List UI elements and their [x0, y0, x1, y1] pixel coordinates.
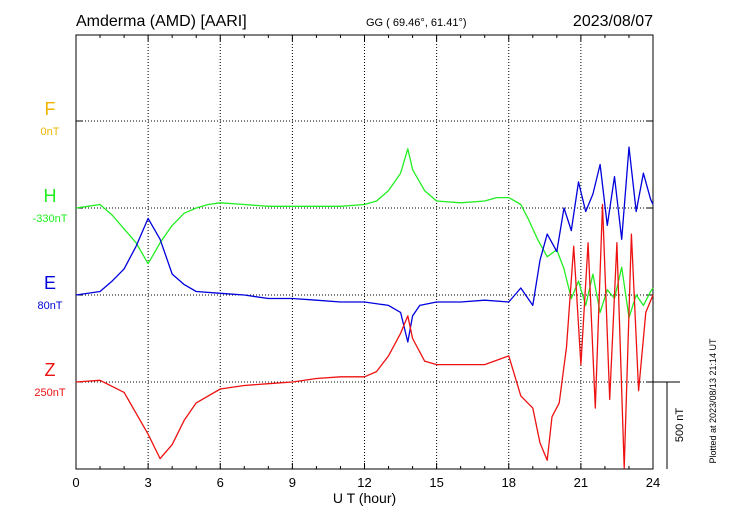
x-tick-label: 24 — [646, 475, 660, 490]
series-baseline-H: -330nT — [33, 213, 68, 225]
series-name-Z: Z — [45, 360, 56, 380]
series-line-Z — [75, 203, 654, 469]
series-baseline-E: 80nT — [37, 300, 62, 312]
scale-bar: 500 nT — [653, 381, 686, 469]
x-tick-label: 21 — [574, 475, 588, 490]
series-line-H — [75, 148, 654, 319]
scale-bar-label: 500 nT — [674, 408, 686, 443]
station-title: Amderma (AMD) [AARI] — [76, 13, 247, 30]
series-baseline-F: 0nT — [41, 126, 60, 138]
series-lines — [75, 146, 654, 469]
series-labels: F 0nT H -330nT E 80nT Z 250nT — [33, 99, 68, 399]
x-axis-label: U T (hour) — [333, 490, 396, 506]
axis-ticks — [75, 34, 654, 470]
series-name-H: H — [44, 186, 57, 206]
series-baseline-Z: 250nT — [34, 387, 65, 399]
date-label: 2023/08/07 — [573, 13, 653, 30]
x-tick-labels: 0 3 6 9 12 15 18 21 24 — [72, 475, 660, 490]
series-line-E — [75, 146, 654, 343]
x-tick-label: 6 — [217, 475, 224, 490]
x-tick-label: 18 — [502, 475, 516, 490]
series-name-E: E — [44, 273, 56, 293]
series-name-F: F — [45, 99, 56, 119]
x-tick-label: 12 — [357, 475, 371, 490]
x-tick-label: 9 — [289, 475, 296, 490]
x-tick-label: 3 — [145, 475, 152, 490]
x-tick-label: 15 — [429, 475, 443, 490]
plotted-timestamp-note: Plotted at 2023/08/13 21:14 UT — [708, 338, 718, 464]
x-tick-label: 0 — [72, 475, 79, 490]
grid-lines — [76, 35, 653, 469]
coordinates-label: GG ( 69.46°, 61.41°) — [366, 17, 467, 29]
